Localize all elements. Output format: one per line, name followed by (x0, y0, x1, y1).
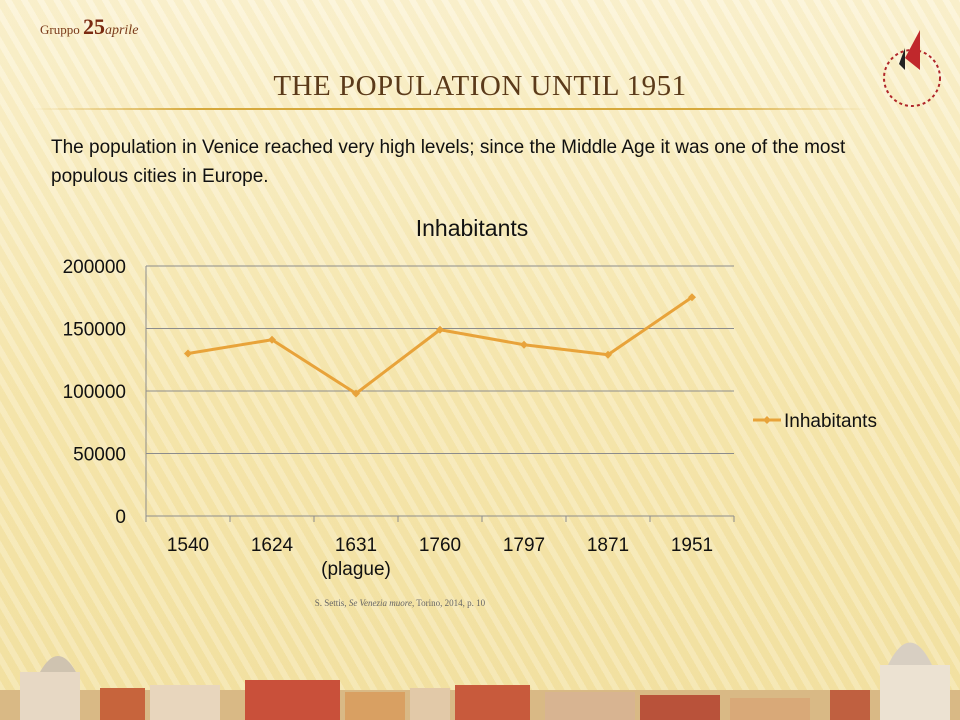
point (184, 349, 192, 358)
point (352, 389, 360, 398)
legend-label: Inhabitants (784, 411, 877, 432)
chart-title: Inhabitants (416, 215, 529, 241)
intro-text: The population in Venice reached very hi… (51, 137, 846, 187)
x-tick-label: 1540 (166, 535, 210, 556)
x-tick-label: 1797 (502, 535, 546, 556)
y-tick-label: 0 (115, 507, 126, 528)
point (520, 340, 528, 349)
source-rest: , Torino, 2014, p. 10 (411, 598, 486, 608)
group-number: 25 (82, 14, 105, 39)
logo (883, 30, 941, 107)
group-prefix: Gruppo (40, 22, 80, 37)
point (436, 325, 444, 334)
group-suffix: aprile (104, 23, 139, 38)
x-tick-label: 1760 (418, 535, 462, 556)
title-rule (30, 108, 870, 110)
point (604, 350, 612, 359)
x-tick-label: 1951 (670, 535, 714, 556)
source-author: S. Settis, (314, 598, 349, 608)
x-tick-label: 1624 (250, 535, 294, 556)
source-note: S. Settis, Se Venezia muore, Torino, 201… (0, 598, 800, 608)
point (268, 335, 276, 344)
point (688, 293, 696, 302)
skyline (0, 642, 960, 720)
legend-marker (763, 416, 771, 424)
x-tick-label: 1631 (plague) (321, 535, 391, 580)
series-line (187, 296, 693, 395)
y-tick-label: 50000 (73, 445, 126, 466)
y-tick-label: 150000 (63, 320, 126, 341)
y-tick-label: 200000 (63, 257, 126, 278)
source-book: Se Venezia muore (348, 598, 412, 608)
group-logo: Gruppo 25aprile (40, 14, 138, 40)
slide-title: THE POPULATION UNTIL 1951 (273, 70, 687, 102)
y-tick-label: 100000 (63, 382, 126, 403)
x-tick-label: 1871 (586, 535, 630, 556)
